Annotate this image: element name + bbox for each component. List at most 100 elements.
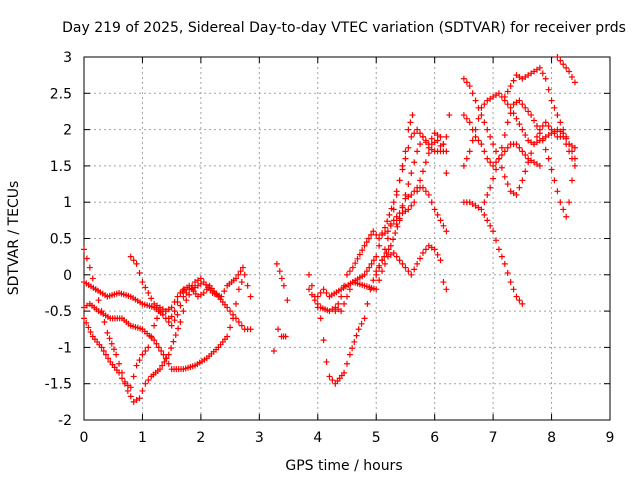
x-tick-label: 5 [372,430,381,446]
data-point [171,308,178,315]
data-point [133,362,140,369]
data-point [484,126,491,133]
y-axis-label: SDTVAR / TECUs [6,181,22,296]
data-point [273,260,280,267]
data-point [352,260,359,267]
data-point [314,293,321,300]
data-point [396,215,403,222]
data-point [183,289,190,296]
data-point [487,222,494,229]
data-point [463,115,470,122]
data-point [170,338,177,345]
data-point [235,271,242,278]
data-point [361,315,368,322]
data-point [519,300,526,307]
data-point [386,211,393,218]
data-point [545,155,552,162]
data-point [177,318,184,325]
data-point [501,173,508,180]
data-point [180,293,187,300]
data-point [408,133,415,140]
data-point [428,135,435,142]
data-point [440,222,447,229]
data-point [390,206,397,213]
data-point [373,231,380,238]
data-point [504,269,511,276]
data-point [329,377,336,384]
data-point [490,175,497,182]
data-point [346,268,353,275]
data-point [478,206,485,213]
data-point [507,279,514,286]
data-point [419,133,426,140]
data-point [390,199,397,206]
data-point [159,362,166,369]
data-point [463,155,470,162]
data-point [417,130,424,137]
data-point [548,166,555,173]
data-point [130,257,137,264]
data-point [399,202,406,209]
data-point [498,152,505,159]
data-point [466,148,473,155]
data-point [428,199,435,206]
data-point [411,199,418,206]
data-point [519,126,526,133]
data-point [487,159,494,166]
data-point [475,104,482,111]
data-point [490,141,497,148]
data-point [183,297,190,304]
data-point [376,264,383,271]
data-point [136,269,143,276]
data-point [133,260,140,267]
x-tick-label: 7 [489,430,498,446]
data-point [551,177,558,184]
y-tick-label: -1 [58,340,72,356]
series-track-6 [273,260,291,304]
data-point [460,75,467,82]
data-point [224,304,231,311]
data-point [359,247,366,254]
data-point [405,268,412,275]
data-point [341,369,348,376]
data-point [490,228,497,235]
data-point [98,308,105,315]
data-point [270,348,277,355]
data-point [493,166,500,173]
data-point [554,54,561,60]
data-point [495,90,502,97]
data-point [102,351,109,358]
y-tick-label: -0.5 [45,304,72,320]
data-point [89,275,96,282]
data-point [175,325,182,332]
data-point [174,293,181,300]
data-point [106,335,113,342]
data-point [230,315,237,322]
data-point [414,260,421,267]
data-point [408,170,415,177]
data-point [560,61,567,68]
data-point [278,275,285,282]
data-point [224,333,231,340]
data-point [493,237,500,244]
data-point [368,231,375,238]
data-point [227,324,234,331]
data-point [344,293,350,300]
data-point [142,284,149,291]
data-point [571,79,578,86]
data-point [472,133,479,140]
data-point [153,340,160,347]
data-point [469,137,476,144]
data-point [396,177,403,184]
data-point [317,289,324,296]
data-point [422,246,429,253]
data-point [335,300,342,307]
data-point [227,308,234,315]
data-point [314,300,321,307]
x-tick-label: 4 [313,430,322,446]
data-point [364,300,371,307]
data-point [127,393,134,400]
data-point [402,264,409,271]
data-point [161,358,168,365]
